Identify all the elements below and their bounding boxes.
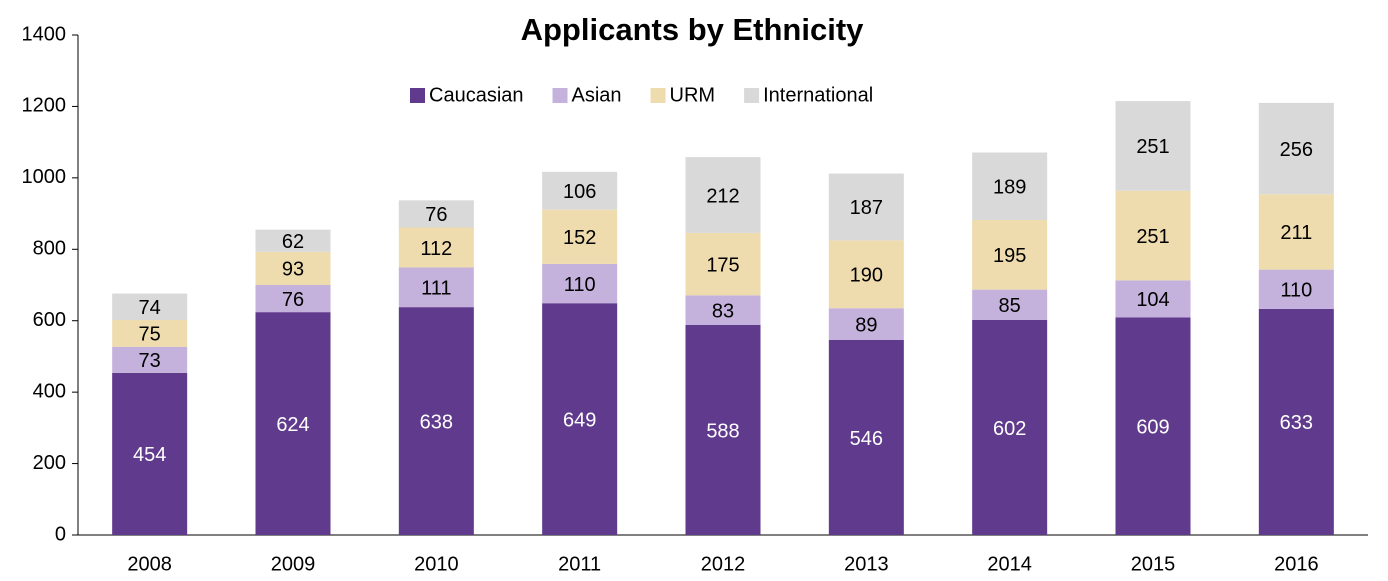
legend-label: International xyxy=(763,84,873,106)
bar-segment xyxy=(685,325,761,535)
chart-title: Applicants by Ethnicity xyxy=(521,12,865,47)
data-label: 76 xyxy=(282,289,304,311)
data-label: 112 xyxy=(420,238,452,260)
data-label: 212 xyxy=(706,185,739,207)
legend-label: Caucasian xyxy=(429,84,524,106)
y-tick-label: 200 xyxy=(33,452,66,474)
data-label: 256 xyxy=(1280,139,1313,161)
legend-label: URM xyxy=(670,84,716,106)
data-label: 195 xyxy=(993,245,1026,267)
data-label: 89 xyxy=(855,314,877,336)
x-tick-label: 2016 xyxy=(1274,553,1319,575)
bar-segment xyxy=(972,220,1048,290)
bar-segment xyxy=(1115,101,1191,191)
x-tick-label: 2008 xyxy=(127,553,172,575)
bar-segment xyxy=(972,289,1048,320)
data-label: 624 xyxy=(276,414,309,436)
bar-segment xyxy=(1115,280,1191,318)
bar-segment xyxy=(828,240,904,309)
legend-swatch xyxy=(744,88,760,103)
data-label: 187 xyxy=(850,197,883,219)
bar-segment xyxy=(398,227,474,268)
data-label: 152 xyxy=(563,227,596,249)
data-label: 633 xyxy=(1280,412,1313,434)
bar-segment xyxy=(1115,317,1191,535)
data-label: 85 xyxy=(999,295,1021,317)
data-label: 454 xyxy=(133,444,166,466)
bar-segment xyxy=(1258,194,1334,270)
data-label: 106 xyxy=(563,181,596,203)
bar-segment xyxy=(255,312,331,535)
bar-segment xyxy=(255,285,331,313)
bar-segment xyxy=(828,173,904,241)
bar-segment xyxy=(828,340,904,535)
data-label: 62 xyxy=(282,231,304,253)
data-label: 251 xyxy=(1136,136,1169,158)
bar-segment xyxy=(398,200,474,228)
data-label: 83 xyxy=(712,300,734,322)
legend-swatch xyxy=(552,88,568,103)
legend-swatch xyxy=(410,88,425,103)
bar-segment xyxy=(112,372,188,535)
bar-segment xyxy=(255,229,331,252)
data-label: 110 xyxy=(1280,280,1312,302)
data-label: 111 xyxy=(421,278,451,300)
bar-segment xyxy=(1258,102,1334,195)
data-label: 190 xyxy=(850,265,883,287)
data-label: 104 xyxy=(1136,289,1169,311)
bar-segment xyxy=(398,307,474,535)
x-tick-label: 2009 xyxy=(271,553,316,575)
bar-segment xyxy=(398,267,474,308)
y-tick-label: 0 xyxy=(55,523,66,545)
x-tick-label: 2011 xyxy=(558,553,601,575)
bar-segment xyxy=(112,346,188,373)
bar-segment xyxy=(685,157,761,233)
x-tick-label: 2010 xyxy=(414,553,459,575)
x-tick-label: 2013 xyxy=(844,553,889,575)
data-label: 73 xyxy=(139,350,161,372)
bar-segment xyxy=(972,152,1048,220)
bar-segment xyxy=(542,263,618,304)
data-label: 93 xyxy=(282,259,304,281)
y-tick-label: 1000 xyxy=(22,166,67,188)
legend-label: Asian xyxy=(572,84,622,106)
data-label: 189 xyxy=(993,177,1026,199)
bar-segment xyxy=(828,308,904,340)
data-label: 602 xyxy=(993,418,1026,440)
data-label: 609 xyxy=(1136,417,1169,439)
bar-segment xyxy=(685,295,761,325)
data-label: 175 xyxy=(706,254,739,276)
bar-segment xyxy=(972,320,1048,535)
x-tick-label: 2015 xyxy=(1131,553,1176,575)
bar-segment xyxy=(1115,190,1191,281)
bar-segment xyxy=(112,320,188,347)
bar-segment xyxy=(1258,308,1334,535)
y-tick-label: 400 xyxy=(33,380,66,402)
bar-segment xyxy=(542,303,618,535)
data-label: 588 xyxy=(706,420,739,442)
bar-segment xyxy=(255,251,331,285)
y-tick-label: 800 xyxy=(33,238,66,260)
y-tick-label: 1400 xyxy=(22,23,67,45)
bar-segment xyxy=(112,293,188,320)
y-tick-label: 1200 xyxy=(22,95,67,117)
bar-segment xyxy=(1258,269,1334,309)
data-label: 75 xyxy=(139,324,161,346)
data-label: 251 xyxy=(1136,226,1169,248)
data-label: 110 xyxy=(564,274,596,296)
x-tick-label: 2012 xyxy=(701,553,746,575)
data-label: 211 xyxy=(1280,222,1312,244)
x-tick-label: 2014 xyxy=(987,553,1032,575)
bar-segment xyxy=(542,209,618,264)
data-label: 74 xyxy=(139,297,161,319)
bar-segment xyxy=(685,232,761,296)
y-tick-label: 600 xyxy=(33,309,66,331)
data-label: 649 xyxy=(563,409,596,431)
data-label: 638 xyxy=(420,411,453,433)
legend-swatch xyxy=(650,88,666,103)
data-label: 546 xyxy=(850,428,883,450)
data-label: 76 xyxy=(425,204,447,226)
bar-segment xyxy=(542,171,618,210)
